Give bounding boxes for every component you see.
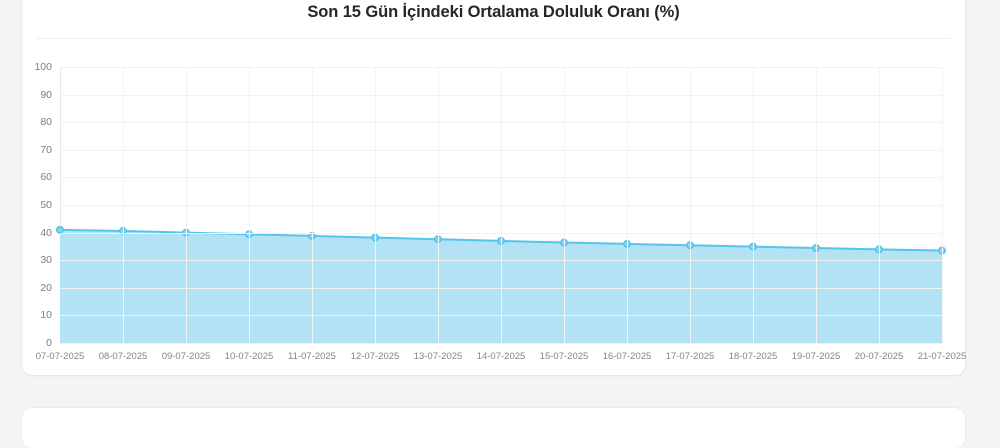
page-root: Son 15 Gün İçindeki Ortalama Doluluk Ora…	[22, 0, 966, 448]
x-gridline	[375, 67, 376, 343]
x-gridline	[123, 67, 124, 343]
x-axis-tick-label: 14-07-2025	[476, 351, 526, 362]
x-axis-tick-label: 17-07-2025	[665, 351, 715, 362]
data-point-marker[interactable]	[498, 238, 504, 244]
y-axis-tick-label: 100	[34, 61, 52, 73]
y-axis-tick-label: 10	[40, 309, 52, 322]
y-axis-tick-label: 40	[40, 226, 52, 239]
x-axis-tick-label: 08-07-2025	[98, 351, 148, 362]
x-gridline	[816, 67, 817, 343]
next-card-below	[22, 408, 965, 448]
x-axis-tick-label: 19-07-2025	[791, 351, 841, 362]
x-axis-tick-label: 12-07-2025	[350, 351, 400, 362]
data-point-marker[interactable]	[939, 247, 945, 253]
x-gridline	[501, 67, 502, 343]
chart-title: Son 15 Gün İçindeki Ortalama Doluluk Ora…	[307, 3, 680, 21]
x-gridline	[249, 67, 250, 343]
x-axis-tick-label: 21-07-2025	[917, 351, 967, 362]
y-axis-tick-label: 60	[40, 171, 52, 184]
x-gridline	[186, 67, 187, 343]
chart-card: Son 15 Gün İçindeki Ortalama Doluluk Ora…	[22, 0, 966, 375]
y-axis-tick-label: 0	[46, 337, 52, 349]
x-axis-tick-label: 11-07-2025	[288, 351, 336, 362]
x-gridline	[564, 67, 565, 343]
x-axis-tick-label: 09-07-2025	[161, 351, 211, 362]
x-axis-tick-label: 20-07-2025	[854, 351, 904, 362]
data-point-marker[interactable]	[687, 242, 693, 248]
data-point-marker[interactable]	[876, 246, 882, 252]
x-axis-tick-label: 07-07-2025	[35, 351, 85, 362]
title-divider	[36, 38, 951, 39]
chart-plot-area: 0 10 20 30 40 50 60 70 80 90 100 07-07-2025 08-07-20…	[34, 61, 966, 362]
y-axis-tick-label: 70	[40, 143, 52, 156]
y-gridline	[60, 343, 942, 344]
data-point-marker[interactable]	[561, 239, 567, 245]
x-axis-tick-label: 18-07-2025	[728, 351, 778, 362]
data-point-marker[interactable]	[624, 241, 630, 247]
x-axis-tick-label: 16-07-2025	[602, 351, 652, 362]
y-axis-tick-label: 90	[40, 88, 52, 101]
y-axis-tick-label: 20	[40, 281, 52, 294]
x-gridline	[312, 67, 313, 343]
x-axis-tick-label: 15-07-2025	[539, 351, 589, 362]
x-gridline	[438, 67, 439, 343]
x-gridline	[879, 67, 880, 343]
x-axis-tick-label: 13-07-2025	[413, 351, 463, 362]
data-point-marker[interactable]	[813, 245, 819, 251]
y-axis-tick-label: 30	[40, 254, 52, 267]
data-point-marker[interactable]	[120, 228, 126, 234]
x-gridline	[627, 67, 628, 343]
y-axis-tick-label: 50	[40, 199, 52, 211]
data-point-marker[interactable]	[435, 236, 441, 242]
x-axis-tick-label: 10-07-2025	[224, 351, 274, 362]
x-gridline	[753, 67, 754, 343]
x-gridline	[942, 67, 943, 343]
y-axis-tick-label: 80	[40, 116, 52, 129]
x-gridline	[690, 67, 691, 343]
data-point-marker[interactable]	[750, 243, 756, 249]
data-point-marker[interactable]	[372, 234, 378, 240]
